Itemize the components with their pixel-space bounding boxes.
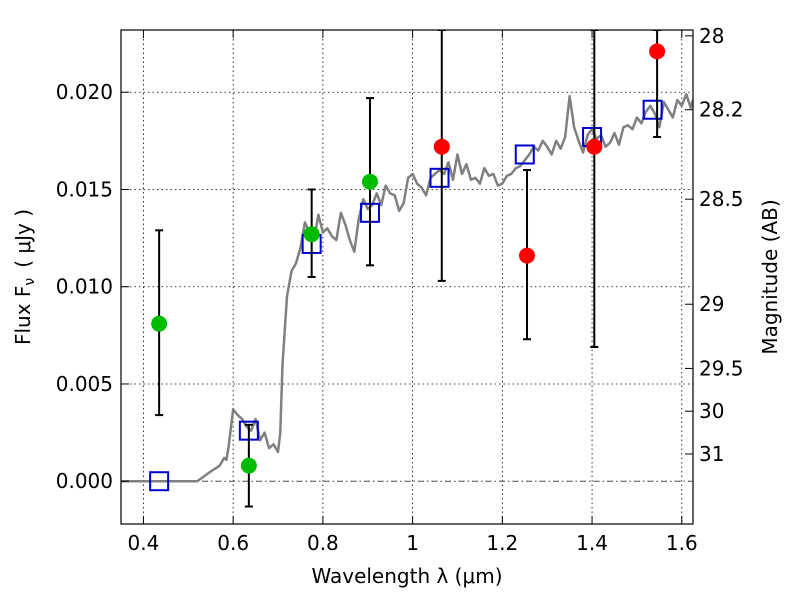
y2-tick-label: 28.2 [699,98,744,122]
green-data-point [303,226,320,243]
y-tick-label: 0.015 [56,177,113,201]
y-tick-label: 0.000 [56,469,113,493]
y-tick-label: 0.020 [56,80,113,104]
model-box [642,99,663,120]
y2-tick-label: 29 [699,292,724,316]
y2-tick-label: 29.5 [699,356,744,380]
plot-frame [120,29,694,525]
red-data-point [586,138,603,155]
y-axis-title-subscript: ν [22,278,38,286]
red-data-point [519,247,536,264]
x-tick-label: 0.8 [307,531,339,555]
y-axis-title-main: Flux F [11,286,35,345]
y2-tick-label: 30 [699,399,724,423]
model-box [149,471,170,492]
axis-ticks: 0.4 0.6 0.8 1 1.2 1.4 1.6 0.000 0.005 0.010 0.015 0… [56,24,744,555]
model-box [514,144,535,165]
y2-tick-label: 31 [699,442,724,466]
y-tick-label: 0.010 [56,275,113,299]
x-axis-title: Wavelength λ (μm) [311,564,502,588]
green-data-point [151,315,168,332]
x-tick-label: 1 [406,531,419,555]
y2-tick-label: 28 [699,24,724,48]
red-data-point [433,138,450,155]
red-data-point [649,43,666,60]
green-data-point [240,457,257,474]
x-tick-label: 1.6 [666,531,698,555]
green-data-point [361,173,378,190]
x-tick-label: 0.4 [128,531,160,555]
model-box [429,167,450,188]
data-point-layer [151,43,666,474]
y-axis-title: Flux Fν ( μJy ) [11,209,38,345]
x-tick-label: 1.4 [576,531,608,555]
y-tick-label: 0.005 [56,372,113,396]
y-axis-title-unit: ( μJy ) [11,209,35,268]
y2-axis-title: Magnitude (AB) [758,199,782,354]
y2-tick-label: 28.5 [699,187,744,211]
x-tick-label: 0.6 [217,531,249,555]
x-tick-label: 1.2 [486,531,518,555]
